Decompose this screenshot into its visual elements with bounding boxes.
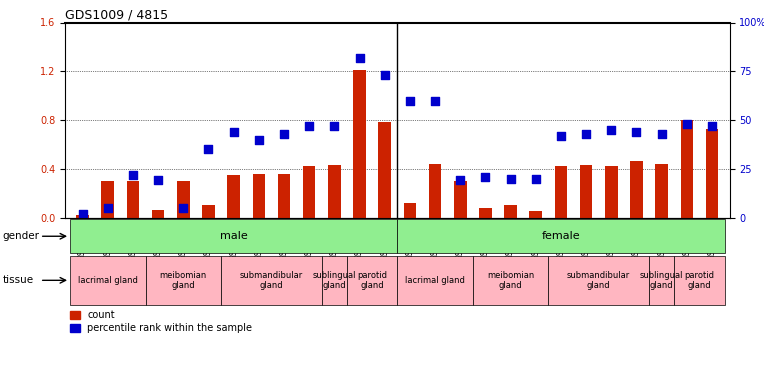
Bar [228, 175, 240, 217]
Text: female: female [542, 231, 580, 241]
Point [329, 123, 341, 129]
Bar [473, 256, 549, 304]
Bar [605, 166, 617, 218]
Text: male: male [220, 231, 248, 241]
Point [102, 205, 114, 211]
Text: sublingual
gland: sublingual gland [640, 271, 683, 290]
Text: GDS1009 / 4815: GDS1009 / 4815 [65, 8, 168, 21]
Bar [253, 174, 265, 217]
Bar [555, 166, 567, 218]
Bar [303, 166, 316, 218]
Text: meibomian
gland: meibomian gland [487, 271, 534, 290]
Bar [102, 181, 114, 218]
Bar [429, 164, 442, 218]
Point [681, 121, 693, 127]
Bar [403, 203, 416, 217]
Bar [328, 165, 341, 218]
Bar [378, 122, 391, 218]
Text: sublingual
gland: sublingual gland [312, 271, 356, 290]
Text: parotid
gland: parotid gland [685, 271, 714, 290]
Point [76, 211, 89, 217]
Point [504, 176, 516, 181]
Bar [76, 215, 89, 217]
Bar [353, 70, 366, 217]
Point [479, 174, 491, 180]
Text: lacrimal gland: lacrimal gland [78, 276, 138, 285]
Bar [347, 256, 397, 304]
Text: gender: gender [2, 231, 39, 241]
Bar [649, 256, 674, 304]
Bar [127, 181, 139, 218]
Point [202, 146, 215, 152]
Bar [145, 256, 221, 304]
Text: submandibular
gland: submandibular gland [567, 271, 630, 290]
Point [228, 129, 240, 135]
Point [555, 133, 567, 139]
Bar [322, 256, 347, 304]
Point [354, 55, 366, 61]
Bar [277, 174, 290, 217]
Bar [630, 162, 643, 218]
Point [177, 205, 189, 211]
Bar [675, 256, 724, 304]
Bar [397, 256, 473, 304]
Bar [580, 165, 592, 218]
Text: tissue: tissue [2, 275, 34, 285]
Bar [549, 256, 649, 304]
Bar [202, 206, 215, 218]
Point [379, 72, 391, 78]
Bar [221, 256, 322, 304]
Bar [70, 219, 397, 253]
Text: meibomian
gland: meibomian gland [160, 271, 207, 290]
Text: parotid
gland: parotid gland [357, 271, 387, 290]
Point [529, 176, 542, 181]
Bar [70, 256, 145, 304]
Point [127, 172, 139, 178]
Point [706, 123, 718, 129]
Bar [177, 181, 189, 218]
Point [253, 136, 265, 142]
Bar [529, 211, 542, 217]
Bar [681, 120, 693, 218]
Point [152, 177, 164, 183]
Point [403, 98, 416, 104]
Legend: count, percentile rank within the sample: count, percentile rank within the sample [70, 310, 252, 333]
Point [278, 130, 290, 136]
Bar [397, 219, 724, 253]
Point [454, 177, 466, 183]
Bar [152, 210, 164, 218]
Point [656, 130, 668, 136]
Point [429, 98, 441, 104]
Text: lacrimal gland: lacrimal gland [405, 276, 465, 285]
Point [303, 123, 316, 129]
Bar [479, 208, 492, 218]
Point [630, 129, 643, 135]
Bar [656, 164, 668, 218]
Bar [706, 129, 718, 217]
Bar [504, 206, 517, 218]
Text: submandibular
gland: submandibular gland [240, 271, 303, 290]
Point [580, 130, 592, 136]
Point [605, 127, 617, 133]
Bar [454, 181, 467, 218]
